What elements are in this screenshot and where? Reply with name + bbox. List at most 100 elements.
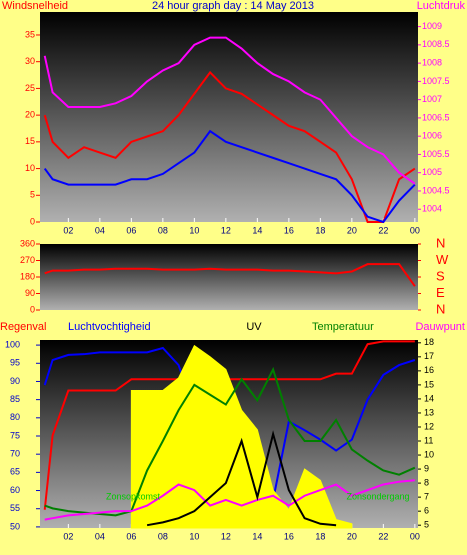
y-tick-label: 100 [5, 339, 20, 349]
legend-entry: UV [246, 321, 262, 333]
y2-tick-label: 12 [424, 421, 434, 431]
x-tick-label: 06 [126, 531, 136, 541]
x-tick-label: 08 [158, 225, 168, 235]
x-tick-label: 10 [189, 225, 199, 235]
y2-tick-label: 10 [424, 449, 434, 459]
plot-area [40, 12, 418, 222]
legend-entry: Dauwpunt [415, 321, 465, 333]
x-tick-label: 14 [252, 531, 262, 541]
line [44, 366, 416, 517]
y2-tick-label: 9 [424, 463, 429, 473]
y2-tick-label: 1006.5 [422, 112, 450, 122]
y-tick-label: 85 [10, 394, 20, 404]
x-tick-label: 02 [63, 225, 73, 235]
x-tick-label: 10 [189, 531, 199, 541]
y-axis-label: Windsnelheid [2, 0, 68, 12]
x-tick-label: 16 [284, 225, 294, 235]
chart-title: 24 hour graph day : 14 May 2013 [152, 0, 314, 12]
y2-tick-label: 1008.5 [422, 39, 450, 49]
y-tick-label: 75 [10, 430, 20, 440]
y-tick-label: 5 [30, 190, 35, 200]
annotation: Zonsondergang [346, 491, 409, 501]
x-tick-label: 16 [284, 531, 294, 541]
y2-axis-label: Luchtdruk [417, 0, 466, 12]
y-tick-label: 15 [25, 136, 35, 146]
y-tick-label: 360 [20, 238, 35, 248]
y-tick-label: 180 [20, 271, 35, 281]
line [44, 479, 415, 521]
line [43, 129, 416, 224]
legend-entry: Regenval [0, 321, 46, 333]
annotation: Zonsopkomst [106, 491, 161, 501]
line [146, 430, 337, 527]
x-tick-label: 14 [252, 225, 262, 235]
y2-tick-label: 1005.5 [422, 149, 450, 159]
y-tick-label: 25 [25, 83, 35, 93]
y-tick-label: 95 [10, 358, 20, 368]
y-tick-label: 65 [10, 467, 20, 477]
y-tick-label: 70 [10, 449, 20, 459]
y2-tick-label: 1007.5 [422, 76, 450, 86]
x-tick-label: 08 [158, 531, 168, 541]
x-tick-label: 12 [221, 225, 231, 235]
plot-area [40, 244, 418, 310]
y2-tick-label: W [436, 252, 449, 267]
y2-tick-label: 1007 [422, 94, 442, 104]
x-tick-label: 02 [63, 531, 73, 541]
y2-tick-label: 18 [424, 337, 434, 347]
x-tick-label: 06 [126, 225, 136, 235]
y-tick-label: 0 [30, 216, 35, 226]
y2-tick-label: 8 [424, 477, 429, 487]
x-tick-label: 22 [378, 225, 388, 235]
line [43, 70, 416, 223]
y2-tick-label: 1008 [422, 58, 442, 68]
y-tick-label: 50 [10, 521, 20, 531]
y2-tick-label: 15 [424, 379, 434, 389]
y-tick-label: 10 [25, 163, 35, 173]
y2-tick-label: 1009 [422, 21, 442, 31]
x-tick-label: 18 [315, 531, 325, 541]
y-tick-label: 80 [10, 412, 20, 422]
y-tick-label: 0 [30, 304, 35, 314]
y-tick-label: 30 [25, 56, 35, 66]
y2-tick-label: 1004 [422, 204, 442, 214]
y-tick-label: 20 [25, 110, 35, 120]
x-tick-label: 20 [347, 225, 357, 235]
x-tick-label: 04 [95, 531, 105, 541]
y2-tick-label: E [436, 285, 445, 300]
y-tick-label: 55 [10, 503, 20, 513]
y-tick-label: 35 [25, 29, 35, 39]
x-tick-label: 04 [95, 225, 105, 235]
y2-tick-label: 1006 [422, 131, 442, 141]
x-tick-label: 18 [315, 225, 325, 235]
y2-tick-label: 5 [424, 520, 429, 530]
y2-tick-label: 17 [424, 351, 434, 361]
y2-tick-label: 14 [424, 393, 434, 403]
y-tick-label: 90 [10, 376, 20, 386]
x-tick-label: 12 [221, 531, 231, 541]
y-tick-label: 90 [25, 288, 35, 298]
y2-tick-label: S [436, 268, 445, 283]
y2-tick-label: 11 [424, 435, 433, 445]
line [44, 263, 416, 287]
y2-tick-label: N [436, 301, 445, 316]
x-tick-label: 00 [410, 225, 420, 235]
y2-tick-label: 6 [424, 506, 429, 516]
area [130, 344, 353, 529]
y-tick-label: 270 [20, 255, 35, 265]
legend-entry: Luchtvochtigheid [68, 321, 151, 333]
y2-tick-label: 1005 [422, 167, 442, 177]
y2-tick-label: 16 [424, 365, 434, 375]
y2-tick-label: N [436, 235, 445, 250]
x-tick-label: 20 [347, 531, 357, 541]
x-tick-label: 22 [378, 531, 388, 541]
y-tick-label: 60 [10, 485, 20, 495]
y2-tick-label: 7 [424, 492, 429, 502]
legend-entry: Temperatuur [312, 321, 374, 333]
y2-tick-label: 13 [424, 407, 434, 417]
x-tick-label: 00 [410, 531, 420, 541]
y2-tick-label: 1004.5 [422, 185, 450, 195]
line [43, 36, 416, 185]
